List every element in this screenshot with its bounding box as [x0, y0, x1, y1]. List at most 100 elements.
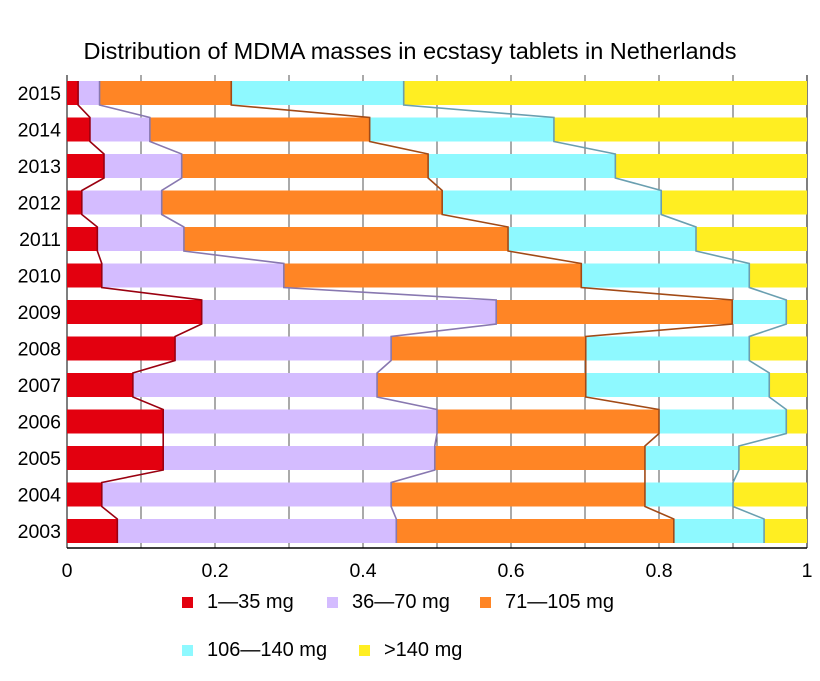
- bar-segment: [132, 373, 378, 397]
- x-tick-label: 0.2: [201, 560, 228, 582]
- legend-label: >140 mg: [384, 639, 462, 661]
- bar-segment: [67, 227, 98, 251]
- bar-segment: [89, 117, 150, 142]
- bar-segment: [615, 154, 807, 178]
- bar-segment: [696, 227, 807, 251]
- bar-segment: [369, 117, 554, 142]
- bar-segment: [67, 446, 164, 470]
- bar-segment: [67, 409, 164, 434]
- bar-segment: [67, 373, 133, 397]
- bar-segment: [99, 81, 232, 105]
- series-connector-line: [230, 81, 734, 543]
- bar-segment: [428, 154, 616, 178]
- bar-segment: [181, 154, 429, 178]
- bar-segment: [67, 336, 176, 361]
- bar-segment: [769, 373, 807, 397]
- legend-swatch: [182, 645, 193, 656]
- bar-segment: [377, 373, 586, 397]
- bar-segment: [67, 190, 82, 215]
- y-tick-label: 2005: [18, 448, 62, 470]
- series-connector-line: [77, 81, 203, 543]
- bar-segment: [67, 117, 90, 142]
- bar-segment: [183, 227, 509, 251]
- bar-segment: [97, 227, 184, 251]
- bar-segment: [81, 190, 162, 215]
- y-tick-label: 2010: [18, 266, 62, 288]
- y-tick-label: 2015: [18, 83, 62, 105]
- legend-label: 106—140 mg: [207, 639, 327, 661]
- bar-segment: [738, 446, 807, 470]
- bar-segment: [644, 482, 733, 507]
- bar-segment: [391, 336, 586, 361]
- bar-segment: [67, 81, 79, 105]
- bar-segment: [104, 154, 182, 178]
- bar-segment: [78, 81, 100, 105]
- series-connector-line: [402, 81, 788, 543]
- bar-segment: [67, 300, 202, 324]
- bar-segment: [437, 409, 659, 434]
- y-tick-label: 2007: [18, 375, 61, 397]
- bar-segment: [117, 519, 397, 543]
- y-tick-label: 2009: [18, 302, 61, 324]
- y-tick-label: 2003: [18, 521, 61, 543]
- x-tick-label: 0: [62, 560, 73, 582]
- chart-title: Distribution of MDMA masses in ecstasy t…: [83, 38, 736, 64]
- legend-item: 71—105 mg: [480, 591, 614, 613]
- bar-segment: [391, 482, 645, 507]
- bar-segment: [67, 482, 102, 507]
- bar-segment: [231, 81, 404, 105]
- bar-segment: [508, 227, 696, 251]
- bar-segment: [67, 263, 102, 288]
- bar-segment: [161, 190, 443, 215]
- bar-segment: [585, 373, 770, 397]
- bar-segment: [67, 519, 118, 543]
- bar-segment: [644, 446, 739, 470]
- legend-item: 36—70 mg: [327, 591, 450, 613]
- bar-segment: [101, 263, 284, 288]
- bar-segment: [732, 300, 787, 324]
- bar-segment: [442, 190, 662, 215]
- y-tick-label: 2008: [18, 339, 61, 361]
- bar-segment: [67, 154, 104, 178]
- bar-segment: [496, 300, 733, 324]
- legend-swatch: [182, 597, 193, 608]
- x-tick-label: 1: [802, 560, 813, 582]
- y-tick-label: 2004: [18, 485, 62, 507]
- bar-segment: [175, 336, 392, 361]
- y-tick-label: 2014: [18, 120, 62, 142]
- bar-segment: [749, 263, 807, 288]
- bar-segment: [163, 409, 437, 434]
- bar-segment: [403, 81, 807, 105]
- bar-segment: [661, 190, 807, 215]
- x-tick-label: 0.6: [497, 560, 524, 582]
- series-connector-line: [98, 81, 497, 543]
- bar-segment: [673, 519, 765, 543]
- bar-segment: [749, 336, 807, 361]
- bar-segment: [764, 519, 807, 543]
- bar-segment: [659, 409, 787, 434]
- legend-swatch: [480, 597, 491, 608]
- bar-segment: [149, 117, 370, 142]
- legend-item: 106—140 mg: [182, 639, 327, 661]
- legend-item: 1—35 mg: [182, 591, 294, 613]
- y-tick-label: 2011: [19, 229, 61, 251]
- x-tick-label: 0.8: [645, 560, 672, 582]
- bar-segment: [283, 263, 582, 288]
- bar-segment: [786, 300, 807, 324]
- bar-segment: [396, 519, 674, 543]
- bar-segment: [434, 446, 645, 470]
- bar-segment: [553, 117, 807, 142]
- bar-segment: [581, 263, 750, 288]
- bar-segment: [163, 446, 435, 470]
- bar-segment: [786, 409, 807, 434]
- bar-segment: [585, 336, 750, 361]
- bar-segment: [201, 300, 497, 324]
- x-tick-label: 0.4: [349, 560, 376, 582]
- y-tick-label: 2006: [18, 412, 61, 434]
- y-tick-label: 2013: [18, 156, 61, 178]
- bar-segment: [733, 482, 807, 507]
- y-tick-label: 2012: [18, 193, 61, 215]
- legend-label: 1—35 mg: [207, 591, 294, 613]
- legend-label: 71—105 mg: [505, 591, 614, 613]
